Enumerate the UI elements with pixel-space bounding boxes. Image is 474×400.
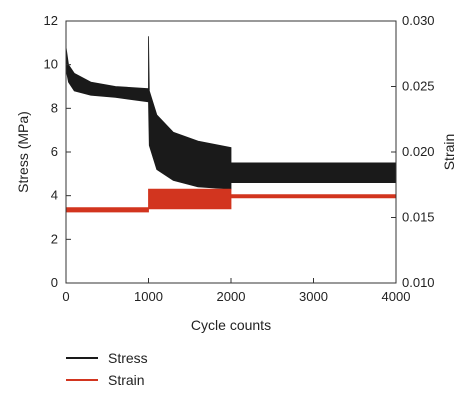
y-left-tick-label: 4 [51, 188, 58, 203]
x-axis-label: Cycle counts [191, 317, 271, 333]
y-right-tick-label: 0.025 [402, 79, 435, 94]
y-left-tick-label: 10 [44, 57, 58, 72]
y-left-tick-label: 2 [51, 231, 58, 246]
legend-stress-label: Stress [108, 350, 148, 366]
y-axis-left-label: Stress (MPa) [15, 111, 31, 193]
series-band-strain [65, 188, 397, 213]
y-axis-right-label: Strain [441, 134, 457, 171]
y-left-tick-label: 8 [51, 100, 58, 115]
y-right-tick-label: 0.020 [402, 144, 435, 159]
y-right-tick-label: 0.030 [402, 13, 435, 28]
series-band-stress [65, 36, 397, 190]
axis-ticks: 0 1000 2000 3000 4000 0 2 4 6 8 10 12 0.010 0.015 0.02… [44, 13, 435, 304]
x-tick-label: 0 [62, 289, 69, 304]
y-left-tick-label: 6 [51, 144, 58, 159]
x-tick-label: 3000 [299, 289, 328, 304]
x-tick-label: 2000 [217, 289, 246, 304]
series-bands [65, 36, 397, 213]
legend: Stress Strain [66, 350, 148, 388]
y-right-tick-label: 0.015 [402, 210, 435, 225]
y-right-tick-label: 0.010 [402, 275, 435, 290]
legend-strain-label: Strain [108, 372, 145, 388]
x-tick-label: 1000 [134, 289, 163, 304]
y-left-tick-label: 12 [44, 13, 58, 28]
x-tick-label: 4000 [382, 289, 411, 304]
y-left-tick-label: 0 [51, 275, 58, 290]
